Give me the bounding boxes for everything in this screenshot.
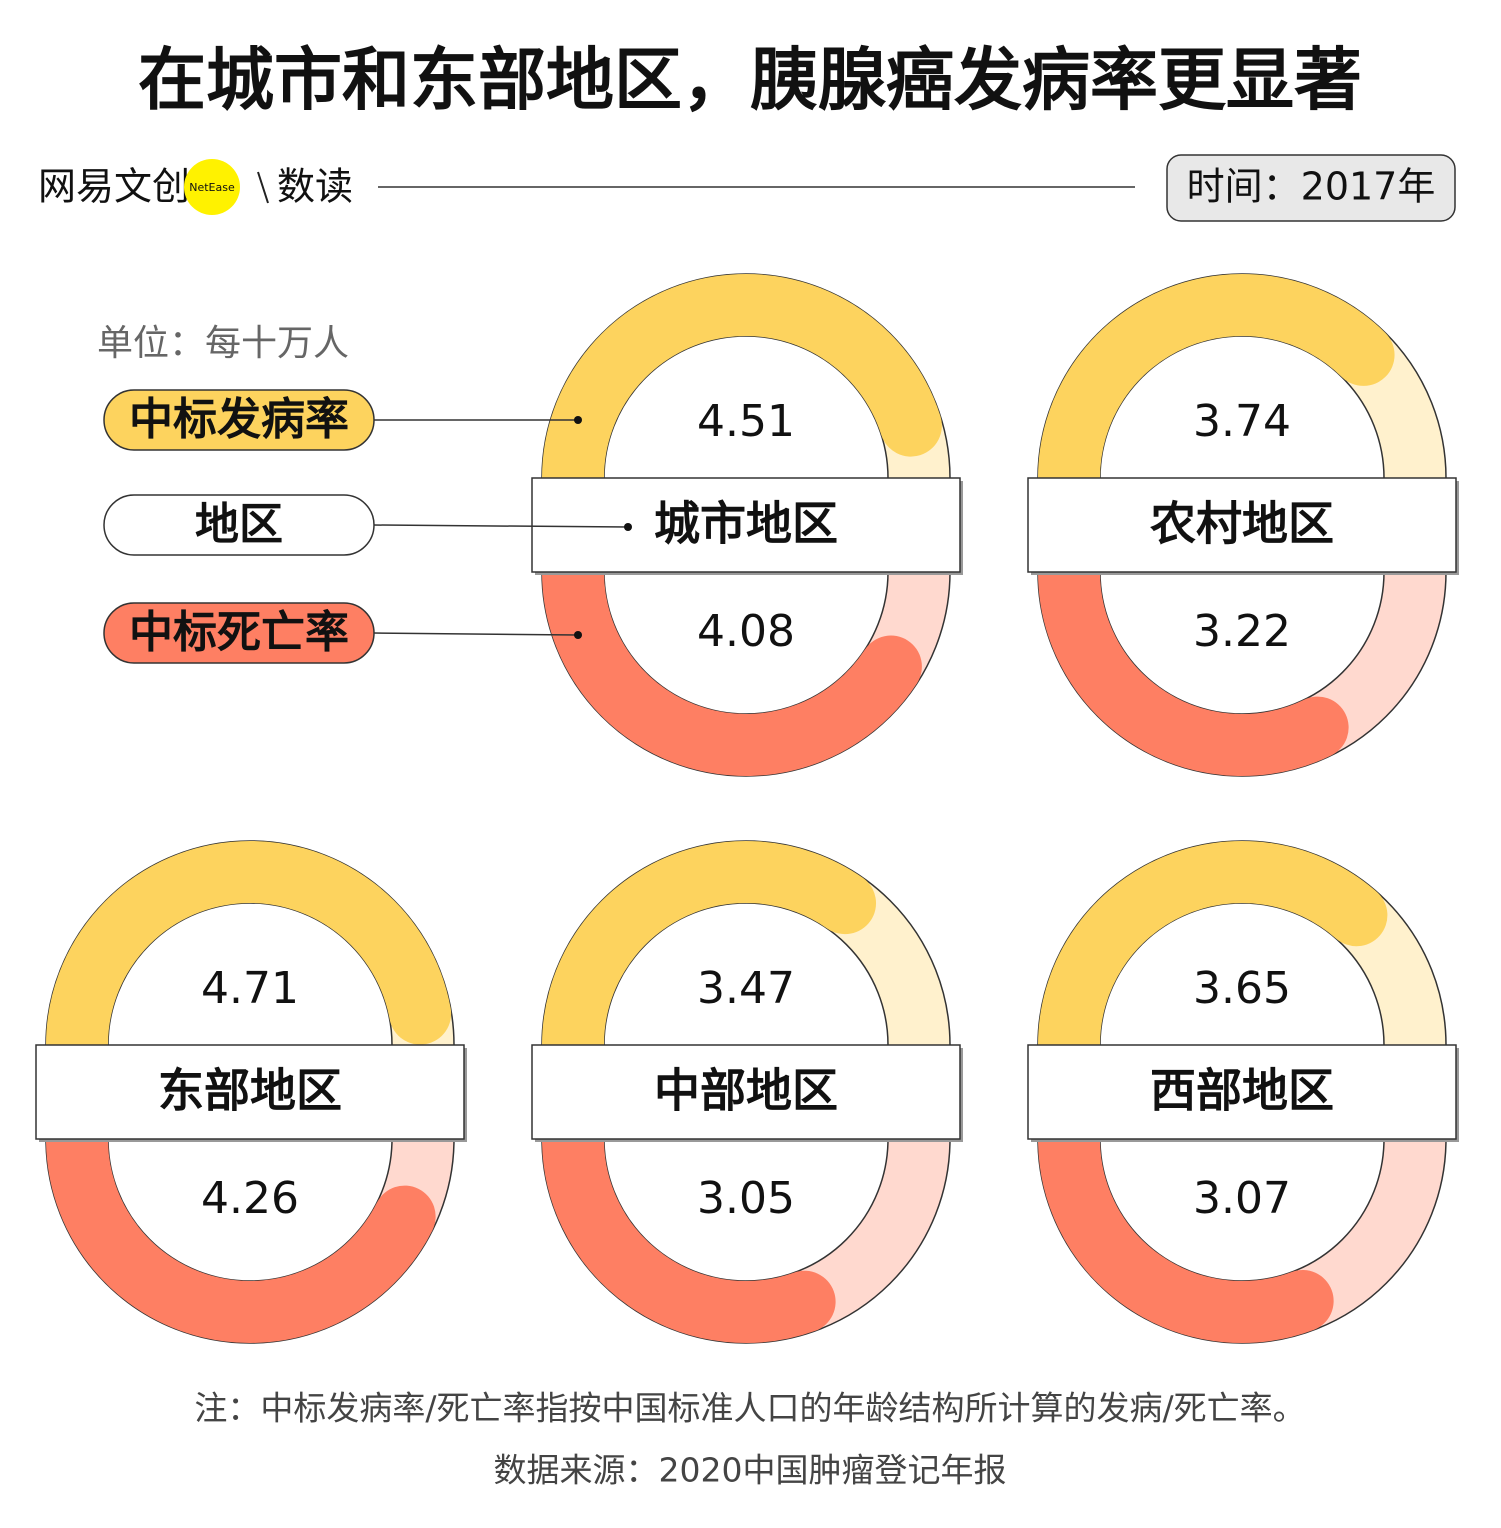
region-band (531, 1044, 961, 1140)
source: 数据来源：2020中国肿瘤登记年报 (494, 1451, 1007, 1490)
ring-outline (603, 571, 889, 715)
value-label: 4.26 (201, 1173, 299, 1224)
ring-outline (1099, 571, 1385, 715)
region-label: 东部地区 (158, 1064, 342, 1118)
page-title: 在城市和东部地区，胰腺癌发病率更显著 (138, 42, 1362, 121)
legend-dot (574, 416, 582, 424)
region-band (531, 477, 961, 573)
legend-connector (373, 632, 579, 636)
brand-badge-circle (184, 159, 240, 215)
incidence-arc (542, 273, 942, 509)
mortality-arc (542, 541, 922, 776)
legend-label: 地区 (195, 499, 283, 550)
brand: 网易文创 (38, 165, 190, 209)
legend-pill (103, 389, 375, 451)
value-label: 3.22 (1193, 606, 1291, 657)
region-label: 农村地区 (1150, 497, 1334, 551)
legend-connector (373, 524, 629, 528)
legend-label: 中标死亡率 (129, 607, 349, 658)
footnote: 注：中标发病率/死亡率指按中国标准人口的年龄结构所计算的发病/死亡率。 (194, 1389, 1305, 1428)
region-band (1027, 1044, 1457, 1140)
value-label: 3.65 (1193, 963, 1291, 1014)
ring-outline (603, 1138, 889, 1282)
unit-label: 单位：每十万人 (97, 323, 349, 364)
region-label: 城市地区 (654, 497, 838, 551)
mortality-arc (1038, 1108, 1334, 1343)
time-label: 时间：2017年 (1187, 165, 1436, 209)
incidence-arc (542, 841, 877, 1076)
value-label: 3.07 (1193, 1173, 1291, 1224)
region-band (35, 1044, 465, 1140)
legend-dot (624, 523, 632, 531)
ring-outline (603, 335, 889, 479)
incidence-arc (1038, 841, 1388, 1076)
ring-outline (107, 1138, 393, 1282)
time-box (1166, 154, 1456, 222)
incidence-arc (1038, 274, 1395, 509)
mortality-arc (1038, 541, 1349, 776)
ring-outline (603, 902, 889, 1046)
legend-dot (574, 631, 582, 639)
mortality-arc (46, 1108, 436, 1343)
ring-outline (107, 902, 393, 1046)
ring-outline (1099, 1138, 1385, 1282)
ring-outline (1099, 902, 1385, 1046)
region-label: 中部地区 (654, 1064, 838, 1118)
legend-label: 中标发病率 (129, 394, 349, 445)
brand-badge: NetEase (189, 181, 235, 194)
value-label: 4.51 (697, 396, 795, 447)
mortality-arc (542, 1108, 836, 1343)
legend-pill (103, 602, 375, 664)
value-label: 3.74 (1193, 396, 1291, 447)
value-label: 4.71 (201, 963, 299, 1014)
region-band (1027, 477, 1457, 573)
brand-slash (257, 171, 269, 204)
legend-pill (103, 494, 375, 556)
brand-section: 数读 (277, 165, 353, 209)
value-label: 4.08 (697, 606, 795, 657)
value-label: 3.05 (697, 1173, 795, 1224)
region-label: 西部地区 (1150, 1064, 1334, 1118)
ring-outline (1099, 335, 1385, 479)
incidence-arc (46, 840, 452, 1076)
value-label: 3.47 (697, 963, 795, 1014)
